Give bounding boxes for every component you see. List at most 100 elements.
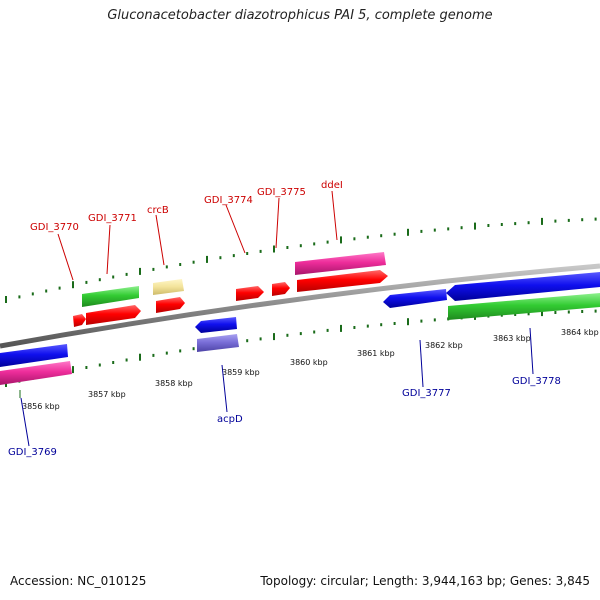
gene-label-GDI_3771[interactable]: GDI_3771 <box>88 213 137 224</box>
gene-GDI_3771-arrow[interactable] <box>86 305 141 325</box>
gene-label-GDI_3769[interactable]: GDI_3769 <box>8 447 57 458</box>
minor-tick <box>313 330 316 334</box>
gene-GDI_3769-feature[interactable] <box>0 361 72 385</box>
major-tick <box>139 353 141 361</box>
major-tick <box>407 318 409 326</box>
leader-line <box>331 190 338 241</box>
minor-tick <box>353 237 356 241</box>
minor-tick <box>366 324 369 328</box>
map-title: Gluconacetobacter diazotrophicus PAI 5, … <box>107 8 493 23</box>
major-tick <box>407 228 409 236</box>
gene-label-GDI_3778[interactable]: GDI_3778 <box>512 376 561 387</box>
minor-tick <box>447 227 450 231</box>
scale-label: 3858 kbp <box>155 379 193 388</box>
minor-tick <box>326 240 329 244</box>
minor-tick <box>299 244 302 248</box>
gene-label-crcB[interactable]: crcB <box>147 205 169 216</box>
minor-tick <box>567 218 570 222</box>
minor-tick <box>594 309 597 313</box>
gene-GDI_3769-arrow[interactable] <box>0 344 68 367</box>
gene-crcB-arrow[interactable] <box>156 297 185 313</box>
minor-tick <box>125 358 128 362</box>
gene-GDI_3770-arrow[interactable] <box>73 314 86 327</box>
gene-label-GDI_3775[interactable]: GDI_3775 <box>257 187 306 198</box>
gene-GDI_3774-arrow[interactable] <box>236 286 264 301</box>
scale-label: 3862 kbp <box>425 341 463 350</box>
scale-label: 3859 kbp <box>222 368 260 377</box>
minor-tick <box>112 275 115 279</box>
major-tick <box>206 255 208 263</box>
leader-line <box>57 233 74 281</box>
leader-line <box>529 327 534 375</box>
minor-tick <box>286 246 289 249</box>
gene-crcB-feature[interactable] <box>153 279 184 295</box>
minor-tick <box>125 272 128 276</box>
gene-ddeI-feature[interactable] <box>295 252 386 275</box>
minor-tick <box>514 222 517 226</box>
major-tick <box>474 222 476 230</box>
minor-tick <box>45 289 48 293</box>
minor-tick <box>420 319 423 323</box>
minor-tick <box>527 312 530 316</box>
gene-GDI_3777-arrow[interactable] <box>383 289 447 308</box>
major-tick <box>72 366 74 374</box>
minor-tick <box>393 322 396 325</box>
accession-text: Accession: NC_010125 <box>10 574 147 588</box>
minor-tick <box>179 263 182 266</box>
minor-tick <box>500 223 503 226</box>
minor-tick <box>152 353 155 357</box>
gene-label-acpD[interactable]: acpD <box>217 414 243 425</box>
minor-tick <box>246 339 249 343</box>
scale-label: 3861 kbp <box>357 349 395 358</box>
gene-ddeI-arrow[interactable] <box>297 270 388 292</box>
gene-acpD-arrow[interactable] <box>195 317 237 333</box>
minor-tick <box>554 219 557 223</box>
minor-tick <box>286 333 289 337</box>
forward-leader-lines <box>57 190 338 281</box>
minor-tick <box>18 295 21 299</box>
minor-tick <box>326 328 329 332</box>
major-tick <box>72 281 74 289</box>
minor-tick <box>380 323 383 327</box>
major-tick <box>541 217 543 225</box>
scale-label: 3864 kbp <box>561 328 599 337</box>
leader-line <box>275 197 280 249</box>
gene-label-GDI_3774[interactable]: GDI_3774 <box>204 195 253 206</box>
gene-GDI_3775-arrow[interactable] <box>272 282 290 296</box>
gene-label-GDI_3777[interactable]: GDI_3777 <box>402 388 451 399</box>
minor-tick <box>259 337 262 341</box>
reverse-leader-lines <box>20 327 534 447</box>
minor-tick <box>313 242 316 246</box>
scale-label: 3863 kbp <box>493 334 531 343</box>
gene-label-GDI_3770[interactable]: GDI_3770 <box>30 222 79 233</box>
minor-tick <box>581 310 584 313</box>
minor-tick <box>85 366 88 369</box>
genome-backbone <box>0 263 600 349</box>
minor-tick <box>232 254 235 258</box>
minor-tick <box>246 252 249 255</box>
minor-tick <box>259 249 262 253</box>
leader-line <box>20 397 30 447</box>
minor-tick <box>594 217 597 221</box>
gene-GDI_3771-feature[interactable] <box>82 286 139 307</box>
scale-label: 3857 kbp <box>88 390 126 399</box>
gene-acpD-feature[interactable] <box>197 334 239 352</box>
major-tick <box>139 267 141 275</box>
minor-tick <box>219 256 222 260</box>
leader-line <box>106 224 111 275</box>
minor-tick <box>514 313 517 316</box>
minor-tick <box>98 363 101 367</box>
gene-GDI_3778-arrow[interactable] <box>446 272 600 301</box>
minor-tick <box>567 310 570 314</box>
scale-label: 3856 kbp <box>22 402 60 411</box>
gene-label-ddeI[interactable]: ddeI <box>321 180 343 191</box>
minor-tick <box>527 221 530 225</box>
minor-tick <box>179 349 182 353</box>
minor-tick <box>299 332 302 336</box>
minor-tick <box>380 234 383 238</box>
major-tick <box>5 296 7 303</box>
gene-GDI_3778-feature[interactable] <box>448 293 600 320</box>
minor-tick <box>433 318 436 322</box>
genome-summary-text: Topology: circular; Length: 3,944,163 bp… <box>260 574 590 588</box>
